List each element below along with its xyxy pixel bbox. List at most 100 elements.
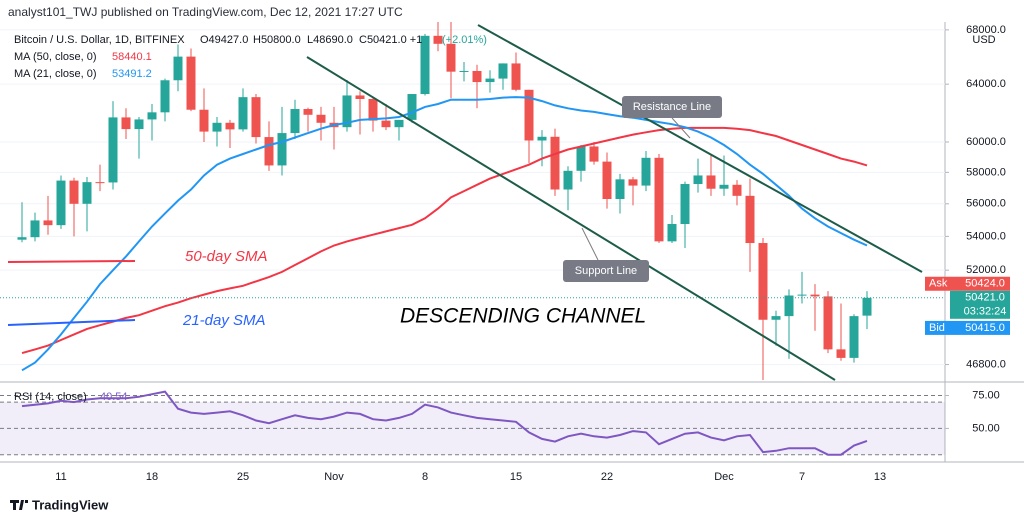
candle-body: [485, 78, 495, 83]
candle-body: [290, 109, 300, 134]
candle-body: [693, 175, 703, 185]
candle-body: [472, 70, 482, 83]
candle-body: [446, 43, 456, 72]
support-label: Support Line: [575, 265, 637, 277]
pointer: [581, 227, 599, 261]
x-tick-label: Nov: [324, 471, 344, 483]
logo-icon: [10, 500, 28, 510]
candle-body: [784, 295, 794, 317]
candle-body: [56, 180, 66, 226]
y-tick-label: 60000.0: [966, 136, 1006, 148]
candle-body: [160, 80, 170, 113]
candle-body: [563, 170, 573, 190]
x-tick-label: 13: [874, 471, 886, 483]
candle-body: [862, 297, 872, 316]
last-price: 50421.0: [965, 292, 1005, 304]
candle-body: [719, 184, 729, 189]
sma50-marker: [7, 260, 136, 263]
ma-name: MA (21, close, 0): [14, 68, 97, 80]
rsi-line: [21, 390, 868, 456]
ma-name: MA (50, close, 0): [14, 51, 97, 63]
ma-value: 58440.1: [112, 51, 152, 63]
candle-body: [134, 119, 144, 130]
ohlc: (+2.01%): [442, 34, 487, 46]
footer-brand: TradingView: [32, 497, 109, 512]
candle-body: [589, 146, 599, 162]
candle-body: [498, 63, 508, 79]
x-tick-label: 11: [55, 471, 66, 483]
ask-name: Ask: [929, 278, 948, 290]
countdown: 03:32:24: [964, 306, 1007, 318]
candle-body: [121, 117, 131, 130]
candle-body: [654, 157, 664, 242]
pointer: [671, 117, 691, 139]
candle-body: [706, 175, 716, 189]
y-tick-label: 50.00: [972, 422, 1000, 434]
candle-body: [771, 316, 781, 320]
rsi-name: RSI (14, close): [14, 391, 87, 403]
sma50-note: 50-day SMA: [185, 248, 268, 265]
x-tick-label: 15: [510, 471, 522, 483]
price-pane: [0, 22, 945, 380]
candle-body: [745, 195, 755, 244]
candle-body: [316, 114, 326, 123]
candle-body: [524, 89, 534, 141]
candle-body: [199, 109, 209, 132]
x-tick-label: 18: [146, 471, 158, 483]
y-tick-label: 75.00: [972, 389, 1000, 401]
candle-body: [550, 136, 560, 190]
legend: Bitcoin / U.S. Dollar, 1D, BITFINEX O494…: [14, 34, 487, 403]
candle-body: [30, 220, 40, 238]
channel-note: DESCENDING CHANNEL: [400, 305, 646, 328]
candle-body: [511, 63, 521, 90]
y-tick-label: 54000.0: [966, 230, 1006, 242]
ask-value: 50424.0: [965, 278, 1005, 290]
candle-body: [173, 56, 183, 81]
candle-body: [576, 146, 586, 171]
candle-body: [355, 95, 365, 99]
candle-body: [602, 161, 612, 200]
publish-header: analyst101_TWJ published on TradingView.…: [8, 5, 403, 19]
support-line: [306, 56, 836, 381]
candle-body: [849, 316, 859, 358]
candle-body: [667, 224, 677, 242]
bid-tag: [925, 320, 1010, 335]
x-tick-label: 25: [237, 471, 249, 483]
candle-body: [69, 180, 79, 204]
y-tick-label: 58000.0: [966, 166, 1006, 178]
candle-body: [732, 184, 742, 196]
y-tick-label: 56000.0: [966, 198, 1006, 210]
candle-body: [823, 296, 833, 350]
callout-box: [622, 96, 722, 118]
candle-body: [368, 98, 378, 121]
last-price-tag: [950, 290, 1010, 319]
x-tick-label: Dec: [714, 471, 734, 483]
candle-body: [147, 112, 157, 120]
candle-body: [342, 95, 352, 128]
candle-body: [303, 109, 313, 115]
bid-name: Bid: [929, 322, 945, 334]
callout-box: [563, 260, 649, 282]
candle-body: [836, 349, 846, 358]
ohlc: H50800.0: [253, 34, 301, 46]
x-tick-label: 7: [799, 471, 805, 483]
logo: TradingView: [10, 497, 109, 512]
ma-line: [21, 126, 868, 355]
candle-body: [628, 179, 638, 186]
candle-body: [238, 97, 248, 130]
ohlc: L48690.0: [307, 34, 353, 46]
resistance-line: [477, 24, 923, 273]
currency: USD: [972, 34, 995, 46]
currency-box: [970, 32, 998, 46]
candle-body: [537, 136, 547, 141]
candle-body: [810, 294, 820, 297]
candle-body: [420, 35, 430, 95]
resistance-label: Resistance Line: [633, 101, 711, 113]
candle-body: [433, 35, 443, 44]
x-tick-label: 22: [601, 471, 613, 483]
candle-body: [212, 122, 222, 132]
candle-body: [381, 120, 391, 128]
candle-body: [17, 237, 27, 240]
candle-body: [264, 137, 274, 166]
